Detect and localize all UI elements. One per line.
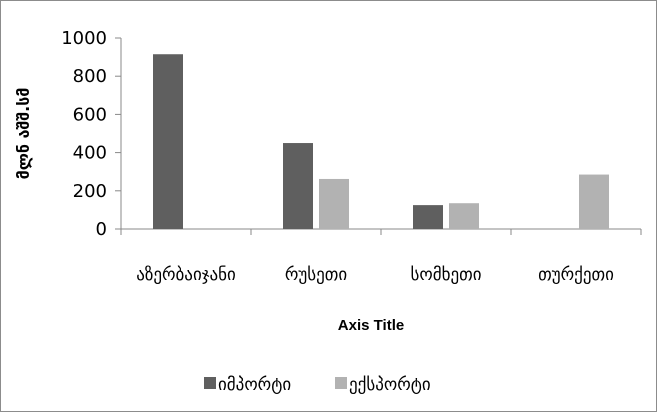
y-tick-label: 600 — [73, 104, 107, 125]
legend-label-export: ექსპორტი — [349, 375, 431, 395]
bar-export — [449, 203, 479, 229]
y-axis-title: მლნ აშშ.სმ — [14, 88, 33, 180]
x-axis-category-labels: აზერბაიჯანი რუსეთი სომხეთი თურქეთი — [120, 229, 642, 285]
bar-export — [319, 178, 349, 229]
x-category-label: რუსეთი — [285, 265, 347, 285]
y-axis-ticks: 0 200 400 600 800 1000 — [61, 28, 121, 240]
y-tick-label: 800 — [73, 66, 107, 87]
x-category-label: აზერბაიჯანი — [136, 265, 236, 285]
x-category-label: თურქეთი — [538, 265, 614, 285]
legend-swatch-export — [335, 377, 347, 389]
bar-export — [579, 174, 609, 229]
y-tick-label: 400 — [73, 143, 107, 164]
y-tick-label: 0 — [96, 219, 107, 240]
y-tick-label: 200 — [73, 181, 107, 202]
legend-label-import: იმპორტი — [218, 375, 291, 395]
bar-import — [283, 143, 313, 229]
bar-import — [153, 54, 183, 229]
bar-import — [413, 205, 443, 229]
bars — [153, 54, 609, 229]
x-axis-title: Axis Title — [338, 317, 404, 334]
legend-swatch-import — [204, 377, 216, 389]
legend: იმპორტი ექსპორტი — [204, 375, 431, 395]
x-category-label: სომხეთი — [410, 265, 481, 285]
y-tick-label: 1000 — [61, 28, 107, 49]
